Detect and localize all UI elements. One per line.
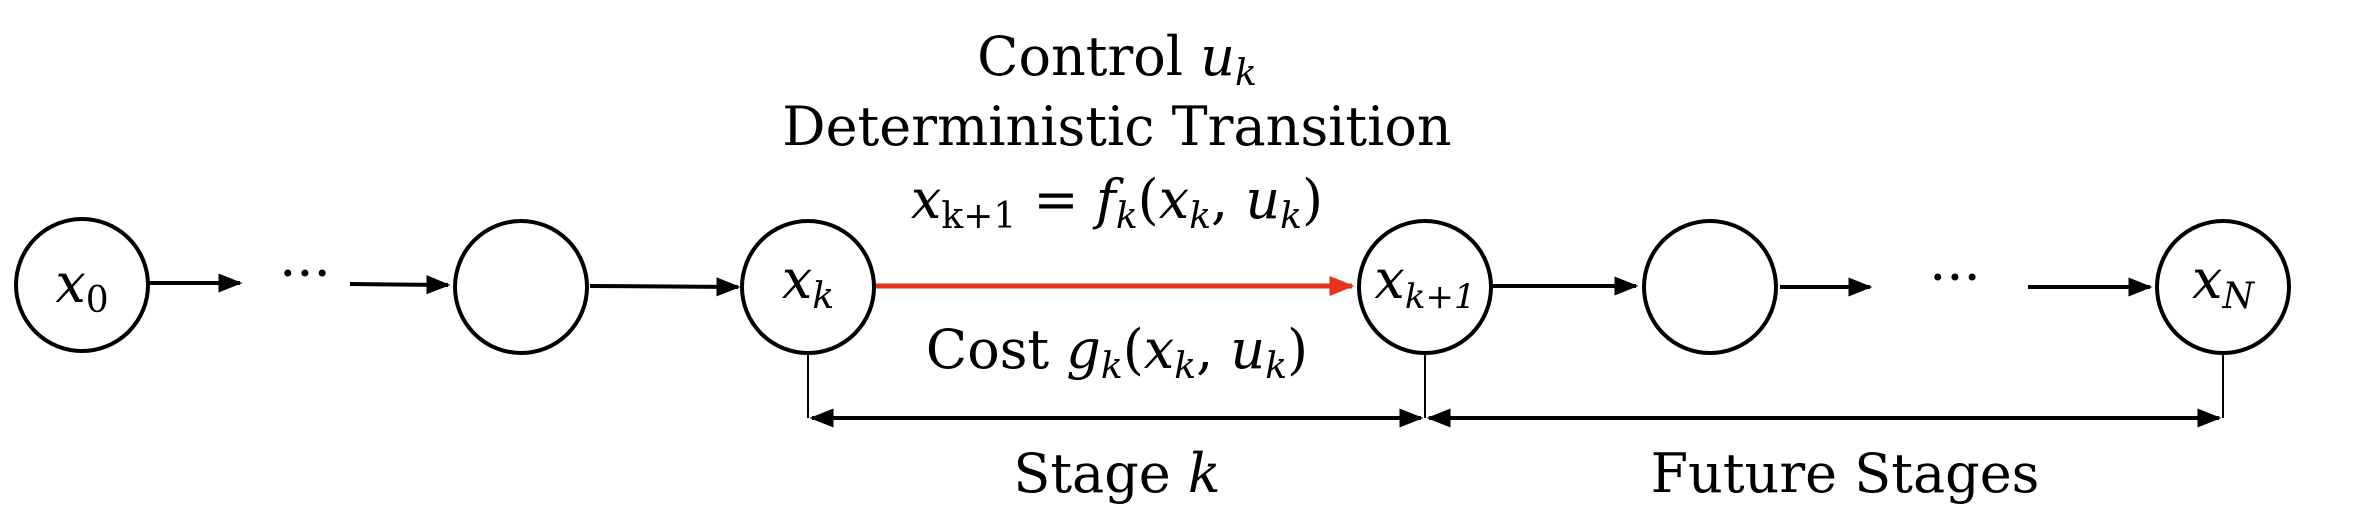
edge-dots-node1	[349, 275, 451, 295]
ellipsis-right: ···	[1929, 246, 1981, 309]
node-x0: x0	[14, 217, 150, 353]
ellipsis-left: ···	[279, 242, 331, 305]
stage-k-label: Stage k	[1013, 442, 1220, 505]
transition-equation: xk+1 = fk(xk, uk)	[911, 168, 1323, 237]
future-stages-label: Future Stages	[1651, 442, 2040, 505]
svg-text:x0: x0	[55, 252, 108, 321]
svg-text:xk: xk	[782, 248, 834, 317]
cost-label: Cost gk(xk, uk)	[926, 318, 1308, 387]
control-label: Control uk	[977, 25, 1257, 94]
node-intermediate-left	[453, 219, 589, 355]
node-xN: xN	[2155, 219, 2291, 355]
transition-title: Deterministic Transition	[782, 95, 1451, 158]
node-xk: xk	[740, 219, 876, 355]
node-xk1: xk+1	[1357, 219, 1493, 355]
node-intermediate-right	[1642, 219, 1778, 355]
edge-node1-xk	[589, 277, 741, 297]
svg-text:xN: xN	[2192, 248, 2255, 317]
svg-text:xk+1: xk+1	[1374, 248, 1475, 317]
